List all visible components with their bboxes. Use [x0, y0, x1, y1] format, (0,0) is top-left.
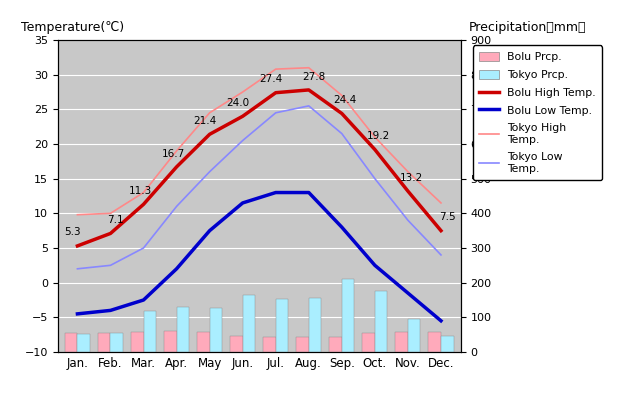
Bar	[164, 330, 177, 352]
Text: 7.1: 7.1	[107, 215, 124, 225]
Tokyo Low
Temp.	[305, 104, 312, 108]
Bolu Low Temp.	[272, 190, 280, 195]
Bar	[276, 299, 288, 352]
Bolu Low Temp.	[371, 263, 379, 268]
Tokyo High
Temp.	[140, 190, 147, 195]
Bolu High Temp.	[338, 111, 346, 116]
Tokyo Low
Temp.	[107, 263, 115, 268]
Tokyo High
Temp.	[173, 148, 180, 153]
Line: Tokyo High
Temp.: Tokyo High Temp.	[77, 68, 441, 215]
Bolu High Temp.	[305, 88, 312, 92]
Bar	[441, 336, 454, 352]
Tokyo Low
Temp.	[404, 218, 412, 223]
Tokyo High
Temp.	[437, 200, 445, 205]
Bar	[375, 291, 387, 352]
Text: 16.7: 16.7	[162, 148, 185, 158]
Tokyo High
Temp.	[305, 65, 312, 70]
Line: Bolu Low Temp.: Bolu Low Temp.	[77, 192, 441, 321]
Text: 11.3: 11.3	[129, 186, 152, 196]
Bolu Low Temp.	[338, 225, 346, 230]
Tokyo High
Temp.	[239, 90, 246, 94]
Bar	[342, 279, 355, 352]
Bolu Low Temp.	[239, 200, 246, 205]
Tokyo Low
Temp.	[173, 204, 180, 209]
Bar	[408, 319, 420, 352]
Bar	[143, 312, 156, 352]
Bolu Low Temp.	[305, 190, 312, 195]
Tokyo High
Temp.	[206, 110, 214, 115]
Tokyo Low
Temp.	[74, 266, 81, 271]
Tokyo Low
Temp.	[206, 169, 214, 174]
Legend: Bolu Prcp., Tokyo Prcp., Bolu High Temp., Bolu Low Temp., Tokyo High
Temp., Toky: Bolu Prcp., Tokyo Prcp., Bolu High Temp.…	[472, 46, 602, 180]
Tokyo High
Temp.	[107, 211, 115, 216]
Bolu Low Temp.	[140, 298, 147, 302]
Bar	[396, 332, 408, 352]
Bar	[65, 332, 77, 352]
Text: 21.4: 21.4	[193, 116, 216, 126]
Bolu High Temp.	[239, 114, 246, 119]
Bar	[263, 337, 276, 352]
Bolu High Temp.	[437, 228, 445, 233]
Bolu High Temp.	[107, 231, 115, 236]
Bar	[243, 295, 255, 352]
Text: 27.4: 27.4	[259, 74, 282, 84]
Bolu High Temp.	[140, 202, 147, 207]
Text: 24.0: 24.0	[226, 98, 250, 108]
Text: 13.2: 13.2	[399, 173, 423, 183]
Line: Bolu High Temp.: Bolu High Temp.	[77, 90, 441, 246]
Tokyo High
Temp.	[74, 212, 81, 217]
Text: Precipitation（mm）: Precipitation（mm）	[469, 21, 586, 34]
Bar	[296, 337, 308, 352]
Bar	[308, 298, 321, 352]
Tokyo High
Temp.	[338, 93, 346, 98]
Bolu Low Temp.	[404, 291, 412, 296]
Tokyo High
Temp.	[272, 67, 280, 72]
Text: 27.8: 27.8	[302, 72, 325, 82]
Bar	[131, 332, 143, 352]
Bar	[428, 332, 441, 352]
Bar	[230, 336, 243, 352]
Bar	[197, 332, 210, 352]
Bolu High Temp.	[272, 90, 280, 95]
Tokyo Low
Temp.	[272, 110, 280, 115]
Bolu Low Temp.	[437, 318, 445, 323]
Bolu Low Temp.	[206, 228, 214, 233]
Bolu High Temp.	[173, 164, 180, 169]
Bolu Low Temp.	[107, 308, 115, 313]
Tokyo Low
Temp.	[239, 138, 246, 143]
Text: 24.4: 24.4	[333, 95, 356, 105]
Text: 19.2: 19.2	[367, 131, 390, 141]
Tokyo High
Temp.	[371, 135, 379, 140]
Bolu High Temp.	[404, 189, 412, 194]
Tokyo Low
Temp.	[437, 252, 445, 257]
Text: Temperature(℃): Temperature(℃)	[21, 21, 124, 34]
Bar	[77, 334, 90, 352]
Tokyo Low
Temp.	[371, 176, 379, 181]
Bolu High Temp.	[371, 147, 379, 152]
Bolu High Temp.	[206, 132, 214, 137]
Line: Tokyo Low
Temp.: Tokyo Low Temp.	[77, 106, 441, 269]
Tokyo High
Temp.	[404, 169, 412, 174]
Bar	[210, 308, 222, 352]
Bar	[362, 333, 375, 352]
Bar	[98, 333, 111, 352]
Bar	[329, 337, 342, 352]
Bolu Low Temp.	[173, 266, 180, 271]
Bolu Low Temp.	[74, 312, 81, 316]
Bar	[111, 332, 123, 352]
Bolu High Temp.	[74, 244, 81, 248]
Text: 7.5: 7.5	[439, 212, 456, 222]
Tokyo Low
Temp.	[140, 246, 147, 250]
Text: 5.3: 5.3	[64, 227, 81, 237]
Tokyo Low
Temp.	[338, 131, 346, 136]
Bar	[177, 307, 189, 352]
